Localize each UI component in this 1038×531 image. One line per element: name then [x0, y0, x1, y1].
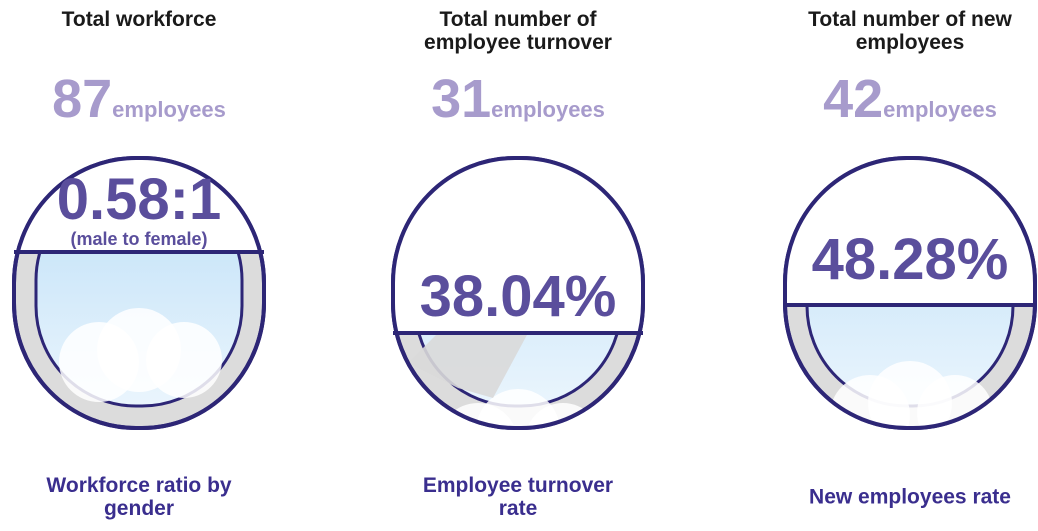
cloud	[917, 375, 993, 451]
heading: Total number of employee turnover	[403, 8, 633, 54]
heading: Total number of new employees	[795, 8, 1025, 54]
unit: employees	[883, 97, 997, 122]
count-row: 87employees	[9, 70, 269, 129]
cloud	[525, 403, 601, 479]
count: 42	[823, 69, 883, 129]
figure: 48.28%	[780, 228, 1038, 292]
cloud	[146, 322, 222, 398]
count-row: 31employees	[388, 70, 648, 129]
heading: Total workforce	[24, 8, 254, 31]
caption: Workforce ratio by gender	[24, 474, 254, 520]
count: 31	[431, 69, 491, 129]
caption: New employees rate	[795, 485, 1025, 508]
page: (() => { const data = JSON.parse(documen…	[0, 0, 1038, 531]
unit: employees	[112, 97, 226, 122]
count: 87	[52, 69, 112, 129]
figure: 0.58:1	[9, 168, 269, 232]
cloud	[476, 389, 560, 473]
unit: employees	[491, 97, 605, 122]
figure: 38.04%	[388, 265, 648, 329]
caption: Employee turnover rate	[403, 474, 633, 520]
count-row: 42employees	[780, 70, 1038, 129]
figure-note: (male to female)	[9, 230, 269, 250]
